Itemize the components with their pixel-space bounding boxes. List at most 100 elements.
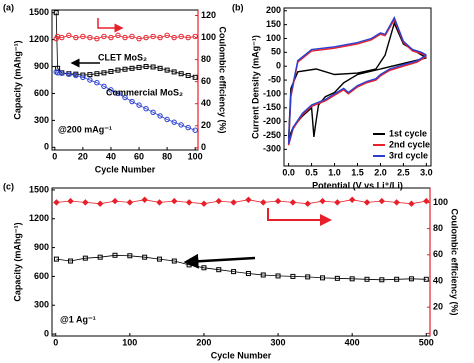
legend-label: 2nd cycle	[389, 139, 430, 149]
marker	[192, 33, 198, 40]
marker	[275, 273, 281, 279]
y-tick-label: 200	[266, 5, 281, 15]
y2-axis-title: Coulombic efficiency (%)	[450, 208, 460, 315]
marker	[82, 255, 88, 261]
marker	[156, 199, 163, 206]
marker	[185, 124, 191, 131]
y2-tick-label: 80	[433, 223, 443, 233]
marker	[363, 199, 371, 206]
x-tick-label: 0.0	[282, 167, 295, 177]
series-line	[56, 199, 427, 205]
marker	[164, 116, 170, 123]
x-tick-label: 2.0	[374, 167, 387, 177]
y-axis-title: Capacity (mAhg⁻¹)	[12, 222, 22, 301]
marker	[136, 102, 142, 108]
x-tick-label: 500	[419, 337, 434, 347]
marker	[334, 275, 340, 281]
legend-label: 1st cycle	[389, 128, 427, 138]
marker	[192, 74, 198, 80]
arrow	[267, 208, 332, 226]
marker	[108, 34, 114, 41]
marker	[112, 252, 118, 258]
marker	[94, 35, 100, 42]
panel-label: (b)	[232, 2, 244, 12]
x-tick-label: 0	[53, 337, 58, 347]
arrow	[97, 18, 124, 33]
y-tick-label: -50	[268, 74, 281, 84]
y-tick-label: 0	[44, 142, 49, 152]
series-line	[55, 71, 196, 131]
arrow	[183, 253, 256, 269]
marker	[164, 32, 170, 39]
marker	[80, 33, 86, 40]
marker	[157, 65, 163, 71]
x-tick-label: 3.0	[420, 167, 433, 177]
marker	[423, 276, 429, 282]
x-axis-title: Cycle Number	[95, 164, 156, 174]
marker	[231, 269, 237, 275]
y-axis-title: Capacity (mAhg⁻¹)	[12, 40, 22, 119]
marker	[82, 199, 89, 206]
x-tick-label: 300	[271, 337, 286, 347]
y2-tick-label: 100	[201, 32, 216, 42]
marker	[408, 200, 415, 207]
marker	[178, 122, 184, 128]
marker	[334, 199, 341, 206]
marker	[129, 65, 135, 71]
marker	[122, 34, 128, 41]
panel-label: (c)	[3, 181, 14, 191]
y2-tick-label: 0	[201, 142, 206, 152]
marker	[66, 71, 72, 77]
legend-label: 3rd cycle	[389, 150, 428, 160]
marker	[136, 35, 142, 42]
marker	[164, 67, 170, 73]
x-tick-label: 0	[52, 151, 57, 161]
marker	[157, 113, 163, 119]
marker	[101, 70, 107, 76]
plot-frame	[51, 187, 431, 337]
marker	[68, 258, 74, 264]
x-tick-label: 100	[188, 151, 203, 161]
marker	[304, 200, 311, 207]
marker	[171, 258, 177, 264]
marker	[126, 199, 134, 206]
marker	[59, 34, 65, 41]
marker	[115, 32, 121, 39]
marker	[122, 94, 128, 101]
y2-axis-title: Coulombic efficiency (%)	[218, 26, 228, 133]
marker	[178, 71, 184, 77]
y-tick-label: 100	[266, 33, 281, 43]
y-tick-label: 1500	[29, 7, 49, 17]
y-tick-label: 1200	[29, 34, 49, 44]
marker	[290, 273, 296, 279]
y2-tick-label: 40	[201, 98, 211, 108]
y-tick-label: 0	[44, 328, 49, 338]
annotation: Commercial MoS₂	[106, 87, 183, 97]
marker	[108, 68, 114, 74]
marker	[201, 265, 207, 271]
marker	[108, 87, 114, 93]
x-tick-label: 0.5	[305, 167, 318, 177]
marker	[143, 64, 149, 70]
marker	[87, 77, 93, 83]
y-tick-label: 1200	[29, 213, 49, 223]
y-tick-label: 0	[276, 61, 281, 71]
x-tick-label: 2.5	[397, 167, 410, 177]
x-tick-label: 60	[134, 151, 144, 161]
y-tick-label: -200	[263, 116, 281, 126]
marker	[59, 70, 65, 76]
y-tick-label: -150	[263, 102, 281, 112]
x-axis-title: Cycle Number	[211, 350, 272, 360]
marker	[408, 276, 414, 282]
marker	[245, 271, 251, 277]
y2-tick-label: 120	[201, 10, 216, 20]
x-tick-label: 1.0	[328, 167, 341, 177]
marker	[260, 272, 266, 278]
y2-tick-label: 60	[201, 76, 211, 86]
marker	[67, 197, 74, 205]
y2-tick-label: 0	[433, 328, 438, 338]
y-tick-label: -300	[263, 144, 281, 154]
y2-tick-label: 60	[433, 249, 443, 259]
marker	[378, 197, 386, 205]
series-line	[287, 21, 427, 139]
